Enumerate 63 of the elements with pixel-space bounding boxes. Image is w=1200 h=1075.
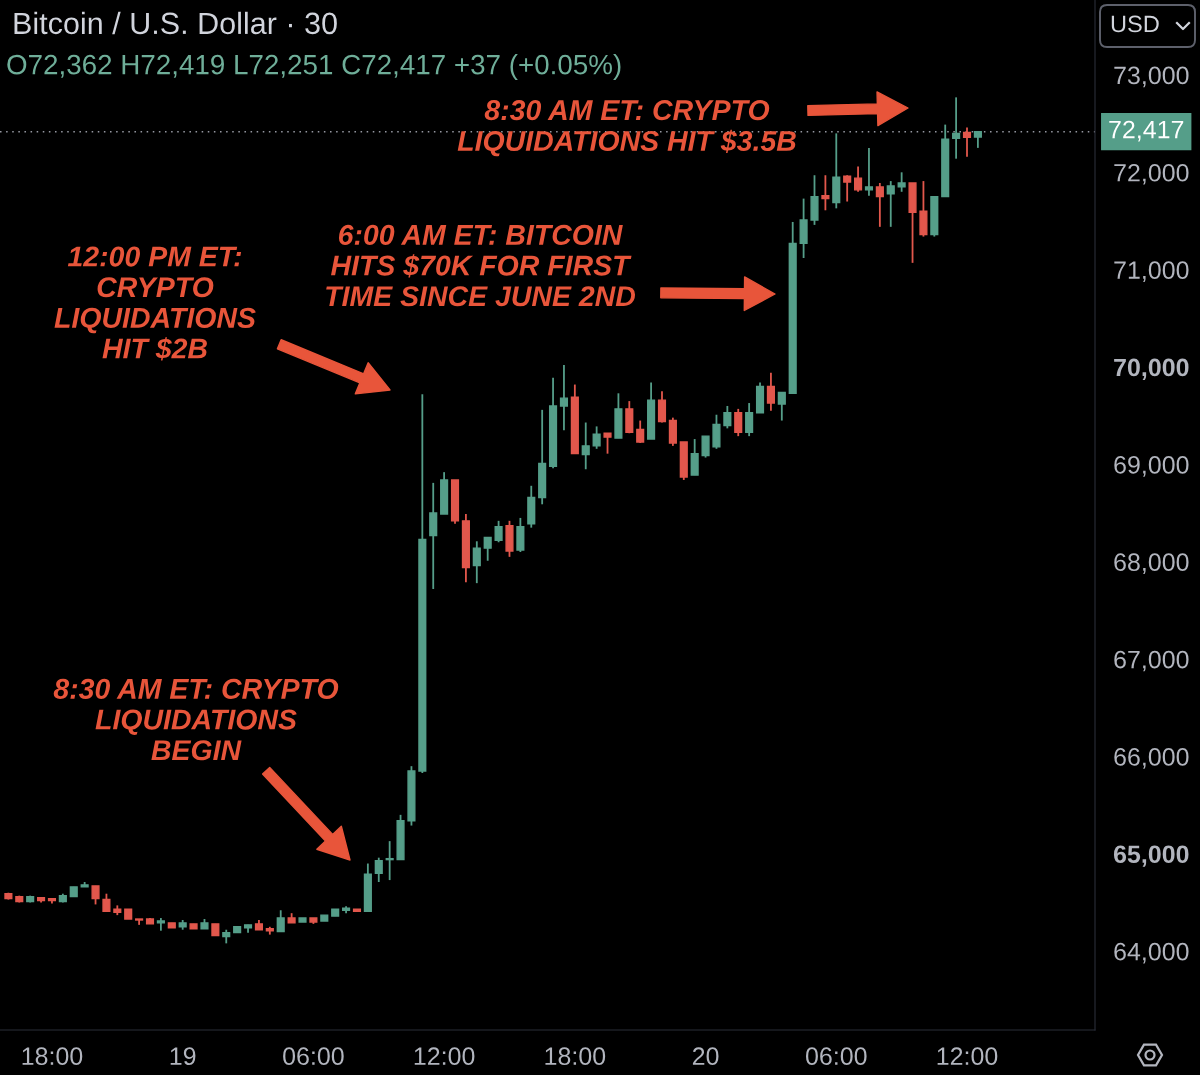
y-tick-label: 70,000 xyxy=(1114,358,1189,380)
candlestick xyxy=(766,371,775,412)
candlestick xyxy=(897,171,906,193)
candlestick xyxy=(483,536,492,562)
candlestick xyxy=(864,147,874,197)
y-tick-label: 73,000 xyxy=(1114,66,1189,88)
chart-title: Bitcoin / U.S. Dollar · 30 xyxy=(14,11,337,35)
y-tick-label: 72,000 xyxy=(1114,163,1189,185)
candlestick xyxy=(276,909,285,933)
candlestick xyxy=(821,174,830,212)
candlestick xyxy=(690,438,699,476)
candlestick xyxy=(853,165,863,193)
candlestick xyxy=(734,407,743,438)
candlestick xyxy=(712,413,721,450)
y-tick-label: 66,000 xyxy=(1114,748,1189,769)
annotation: 8:30 AM ET: CRYPTO LIQUIDATIONS HIT $3.5B xyxy=(457,100,796,157)
y-tick-label: 71,000 xyxy=(1114,261,1189,282)
x-tick-label: 12:00 xyxy=(414,1047,475,1066)
x-tick-label: 12:00 xyxy=(937,1047,998,1066)
candlestick xyxy=(723,405,732,430)
candlestick xyxy=(91,885,100,906)
candlestick xyxy=(745,402,754,438)
candlestick xyxy=(952,96,961,160)
candlestick xyxy=(603,432,612,455)
candlestick xyxy=(636,419,645,444)
candlestick xyxy=(919,180,928,238)
annotation: 6:00 AM ET: BITCOIN HITS $70K FOR FIRST TIME SINCE JUNE 2ND xyxy=(326,224,636,307)
annotation: 8:30 AM ET: CRYPTO LIQUIDATIONS BEGIN xyxy=(53,678,339,761)
ref-line-label: 72,417 xyxy=(1109,120,1184,142)
x-tick-label: 19 xyxy=(170,1047,196,1066)
candlestick xyxy=(810,174,819,226)
y-tick-label: 65,000 xyxy=(1113,845,1189,867)
x-tick-label: 06:00 xyxy=(283,1047,344,1066)
y-tick-label: 68,000 xyxy=(1114,553,1189,574)
candlestick xyxy=(625,400,634,435)
candlestick xyxy=(886,180,895,228)
candlestick xyxy=(777,391,786,422)
candlestick xyxy=(875,182,884,228)
y-tick-label: 67,000 xyxy=(1114,650,1189,672)
x-tick-label: 18:00 xyxy=(545,1047,606,1066)
x-tick-label: 20 xyxy=(692,1047,719,1066)
candlestick xyxy=(962,126,972,158)
candlestick xyxy=(581,421,590,471)
text: USD xyxy=(1111,15,1159,33)
candlestick xyxy=(385,840,394,881)
candlestick xyxy=(843,174,852,203)
candlestick xyxy=(668,416,677,447)
candlestick xyxy=(799,197,808,259)
candlestick xyxy=(429,481,438,590)
candlestick xyxy=(472,540,481,585)
y-tick-label: 64,000 xyxy=(1114,942,1189,964)
annotation: 12:00 PM ET: CRYPTO LIQUIDATIONS HIT $2B xyxy=(54,246,256,361)
candlestick xyxy=(657,390,667,424)
candlestick xyxy=(559,364,569,432)
y-tick-label: 69,000 xyxy=(1114,455,1189,477)
candlestick xyxy=(516,517,525,553)
x-tick-label: 18:00 xyxy=(22,1047,83,1066)
candlestick xyxy=(374,856,383,883)
x-tick-label: 06:00 xyxy=(805,1047,867,1066)
candlestick xyxy=(592,425,601,450)
text: O72,362 H72,419 L72,251 C72,417 +37 (+0.05%) xyxy=(7,54,621,80)
candlestick xyxy=(701,435,710,459)
candlestick xyxy=(494,519,503,544)
